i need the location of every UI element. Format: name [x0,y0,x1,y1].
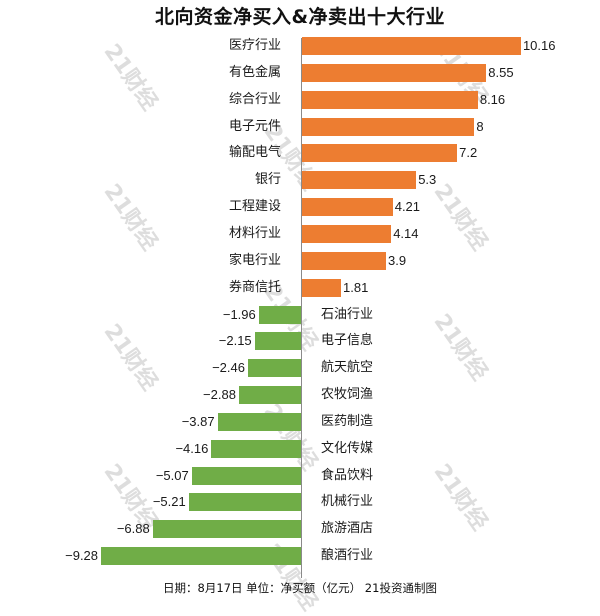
bar [302,90,478,109]
value-label: −1.96 [222,306,256,322]
category-label: 电子元件 [228,118,281,134]
watermark-text: 21财经 [98,179,162,256]
bar [188,493,301,512]
bar [302,171,417,190]
bar [101,547,301,566]
value-label: −2.46 [212,360,245,376]
category-label: 医药制造 [321,413,374,429]
bar [247,359,301,378]
value-label: 8.55 [488,64,514,80]
bar [254,332,301,351]
bar [302,63,487,82]
watermark-text: 21财经 [258,399,322,476]
value-label: −2.15 [218,333,252,349]
value-label: −9.28 [65,548,99,564]
bar [302,144,458,163]
category-label: 材料行业 [228,225,281,241]
value-label: 4.21 [394,199,421,215]
category-label: 旅游酒店 [321,521,374,537]
category-label: 输配电气 [228,145,281,161]
bar [302,224,392,243]
value-label: 1.81 [343,279,369,295]
bar [211,439,301,458]
watermark-text: 21财经 [428,309,492,386]
category-label: 银行 [254,172,281,188]
value-label: −6.88 [116,521,150,537]
category-label: 电子信息 [321,333,374,349]
watermark-text: 21财经 [98,319,162,396]
value-label: −2.88 [203,387,236,403]
category-label: 有色金属 [228,64,281,80]
bar [302,198,393,217]
value-label: −4.16 [175,440,209,456]
value-label: 4.14 [393,225,419,241]
zero-axis-line [301,38,302,578]
category-label: 石油行业 [321,306,374,322]
chart-title: 北向资金净买入&净卖出十大行业 [154,6,446,28]
watermark-text: 21财经 [98,39,162,116]
bar [238,386,301,405]
category-label: 工程建设 [228,199,281,215]
category-label: 文化传媒 [321,440,374,456]
value-label: −5.21 [152,494,186,510]
bar [152,520,301,539]
category-label: 食品饮料 [321,467,374,483]
value-label: 5.3 [418,172,437,188]
category-label: 医疗行业 [228,38,281,53]
chart-footer: 日期：8月17日 单位：净买额（亿元） 21投资通制图 [163,581,437,595]
value-label: 8 [476,118,484,134]
watermark-text: 21财经 [428,459,492,536]
category-label: 航天航空 [321,360,374,376]
bar [302,117,475,136]
bar [258,305,301,324]
value-label: −5.07 [155,467,189,483]
value-label: 10.16 [522,38,556,53]
bar [191,466,301,485]
value-label: 8.16 [479,91,506,107]
category-label: 综合行业 [228,91,281,107]
value-label: −3.87 [181,413,215,429]
bar [217,412,301,431]
bar [302,251,387,270]
category-label: 机械行业 [321,494,374,510]
value-label: 3.9 [388,252,407,268]
category-label: 酿酒行业 [321,548,374,564]
bar [302,278,341,297]
bar [302,37,521,55]
category-label: 券商信托 [228,279,281,295]
value-label: 7.2 [459,145,478,161]
watermark-text: 21财经 [428,179,492,256]
category-label: 家电行业 [228,252,281,268]
category-label: 农牧饲渔 [321,387,374,403]
